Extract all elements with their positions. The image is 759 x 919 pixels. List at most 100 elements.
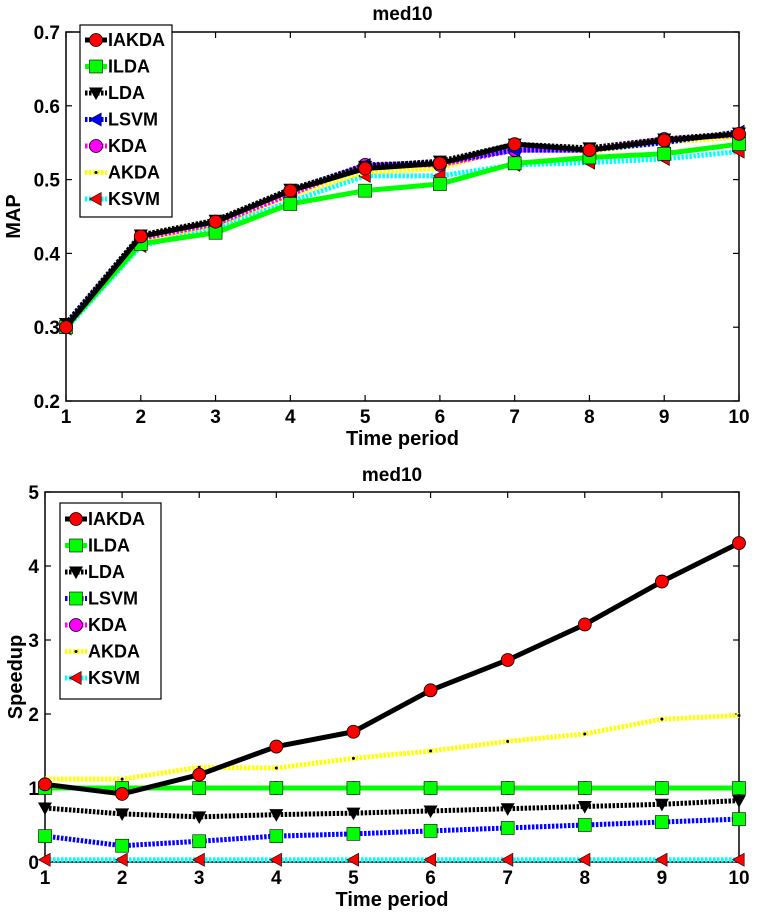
data-point bbox=[500, 781, 515, 795]
y-tick-label: 2 bbox=[28, 705, 39, 726]
legend-label: LDA bbox=[88, 562, 125, 582]
x-tick-label: 7 bbox=[502, 868, 513, 889]
data-point bbox=[358, 161, 373, 176]
legend-marker bbox=[89, 33, 103, 47]
legend-marker bbox=[89, 139, 103, 153]
data-point bbox=[351, 756, 355, 760]
data-point bbox=[346, 852, 359, 867]
data-point bbox=[423, 781, 438, 795]
map-panel: med10 Time period MAP 1 2 3 4 5 6 7 8 9 10 0.2 0.3 0.4 0… bbox=[3, 4, 750, 450]
data-point bbox=[38, 829, 52, 843]
data-point bbox=[731, 852, 745, 867]
data-point bbox=[208, 214, 223, 229]
x-tick-label: 7 bbox=[509, 407, 520, 428]
data-point bbox=[654, 852, 668, 867]
y-tick-label: 0.5 bbox=[34, 171, 61, 192]
data-point bbox=[274, 766, 278, 770]
data-point bbox=[500, 653, 515, 667]
legend-label: ILDA bbox=[88, 536, 130, 556]
data-point bbox=[133, 229, 148, 244]
data-point bbox=[283, 183, 298, 198]
legend: IAKDA ILDA LDA LSVM KDA AKDA KSVM bbox=[59, 502, 162, 700]
legend-marker bbox=[89, 59, 103, 74]
x-tick-label: 4 bbox=[285, 407, 296, 428]
data-point bbox=[114, 852, 128, 867]
data-point bbox=[583, 732, 587, 736]
series-iakda bbox=[59, 126, 746, 335]
legend-item: ILDA bbox=[85, 57, 150, 77]
x-axis-label: Time period bbox=[336, 889, 449, 911]
data-point bbox=[500, 803, 515, 816]
legend-label: LSVM bbox=[88, 589, 138, 609]
legend-marker bbox=[69, 618, 83, 632]
legend-item: KDA bbox=[65, 615, 127, 635]
legend-marker bbox=[69, 512, 83, 526]
x-tick-label: 2 bbox=[135, 407, 146, 428]
data-point bbox=[655, 815, 669, 829]
data-point bbox=[657, 146, 672, 161]
x-tick-label: 1 bbox=[61, 407, 72, 428]
x-tick-label: 5 bbox=[348, 868, 359, 889]
data-point bbox=[346, 781, 361, 795]
legend-marker bbox=[69, 538, 83, 553]
legend-item: LDA bbox=[85, 83, 145, 103]
data-point bbox=[269, 852, 282, 867]
legend-item: IAKDA bbox=[65, 509, 145, 529]
legend-label: AKDA bbox=[88, 642, 140, 662]
legend-marker bbox=[68, 566, 84, 580]
data-point bbox=[423, 852, 437, 867]
data-point bbox=[192, 767, 207, 782]
series-iakda bbox=[38, 536, 746, 801]
data-point bbox=[115, 838, 129, 853]
y-tick-label: 0.4 bbox=[34, 244, 61, 265]
x-tick-label: 10 bbox=[728, 407, 749, 428]
y-tick-label: 0.6 bbox=[34, 97, 60, 118]
data-point bbox=[358, 183, 372, 198]
legend-marker bbox=[69, 591, 83, 606]
data-point bbox=[115, 787, 130, 801]
data-point bbox=[507, 137, 522, 152]
x-axis-label: Time period bbox=[346, 428, 459, 450]
data-point bbox=[269, 809, 284, 822]
x-tick-label: 1 bbox=[40, 868, 51, 889]
x-tick-label: 9 bbox=[659, 407, 670, 428]
data-point bbox=[423, 683, 438, 698]
legend-item: LDA bbox=[65, 562, 125, 582]
y-tick-label: 4 bbox=[28, 557, 39, 578]
plot-area bbox=[65, 31, 740, 402]
data-point bbox=[500, 852, 514, 867]
legend-label: KSVM bbox=[88, 668, 140, 688]
legend-label: ILDA bbox=[108, 57, 150, 77]
data-point bbox=[37, 852, 51, 867]
data-point bbox=[37, 802, 53, 816]
legend-label: KSVM bbox=[108, 189, 160, 209]
data-point bbox=[423, 824, 438, 838]
x-tick-label: 9 bbox=[657, 868, 668, 889]
legend-item: KSVM bbox=[65, 668, 140, 688]
x-tick-label: 5 bbox=[360, 407, 371, 428]
legend-item: IAKDA bbox=[85, 30, 165, 50]
y-tick-label: 5 bbox=[28, 483, 39, 504]
x-tick-label: 3 bbox=[194, 868, 205, 889]
legend-item: ILDA bbox=[65, 536, 130, 556]
data-point bbox=[654, 798, 669, 812]
data-point bbox=[732, 781, 746, 795]
y-tick-label: 0.3 bbox=[34, 318, 60, 339]
series-lda bbox=[37, 795, 747, 824]
legend-label: AKDA bbox=[108, 163, 160, 183]
data-point bbox=[269, 739, 284, 754]
data-point bbox=[660, 717, 664, 721]
data-point bbox=[657, 133, 672, 148]
series-line bbox=[64, 141, 740, 329]
data-point bbox=[577, 852, 591, 867]
y-tick-label: 0 bbox=[28, 853, 39, 874]
legend-item: AKDA bbox=[65, 642, 140, 662]
data-point bbox=[731, 795, 747, 808]
series-line bbox=[64, 131, 740, 329]
x-tick-label: 6 bbox=[435, 407, 446, 428]
data-point bbox=[506, 739, 510, 743]
data-point bbox=[732, 812, 746, 826]
data-point bbox=[732, 126, 746, 141]
legend-item: AKDA bbox=[85, 163, 160, 183]
series-ksvm bbox=[37, 852, 745, 867]
